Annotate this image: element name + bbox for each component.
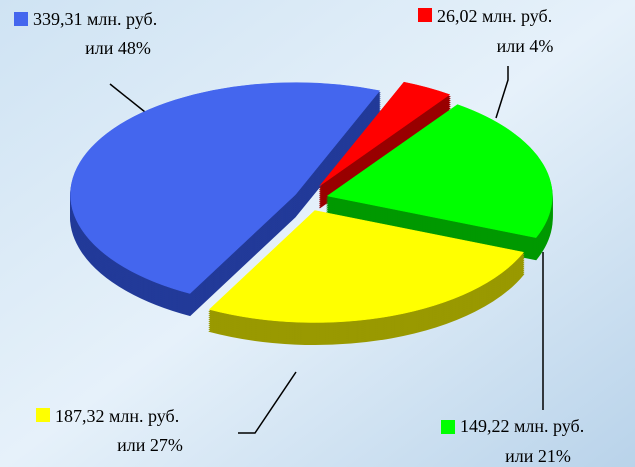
value-label: 149,22 млн. руб. (460, 416, 584, 436)
legend-swatch (36, 408, 50, 422)
share-label: или 27% (117, 435, 183, 455)
slice (70, 82, 381, 294)
slice (208, 210, 525, 323)
labels: 26,02 млн. руб. или 4% 149,22 млн. руб. или… (14, 6, 584, 466)
leader-line (109, 83, 146, 113)
slice (319, 81, 451, 187)
legend-swatch (14, 12, 28, 26)
value-label: 339,31 млн. руб. (33, 9, 157, 29)
leader-lines (109, 66, 544, 434)
value-label: 187,32 млн. руб. (55, 406, 179, 426)
leader-line (495, 66, 509, 119)
leader-line (238, 371, 297, 434)
legend-swatch (418, 8, 432, 22)
legend-swatch (441, 420, 455, 434)
share-label: или 4% (497, 36, 554, 56)
value-label: 26,02 млн. руб. (437, 6, 552, 26)
share-label: или 48% (85, 38, 151, 58)
share-label: или 21% (505, 446, 571, 466)
slice (326, 104, 553, 238)
pie (70, 81, 553, 346)
